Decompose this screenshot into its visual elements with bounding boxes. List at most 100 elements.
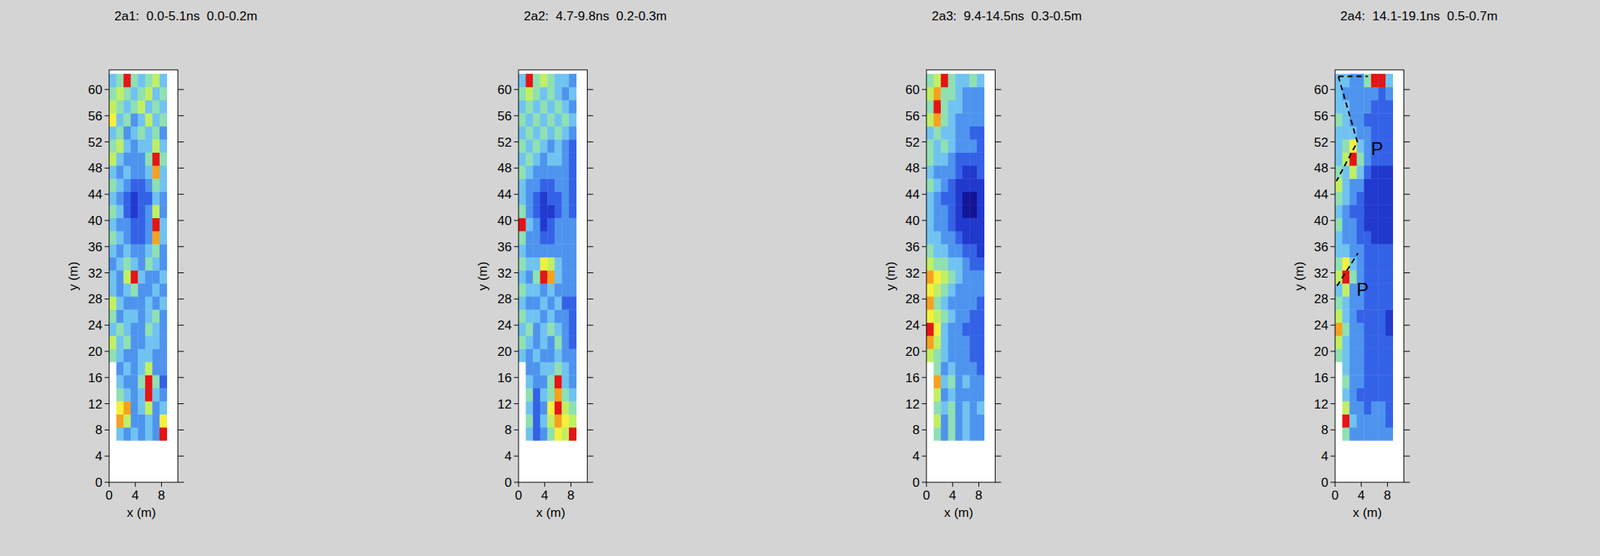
y-tick (921, 246, 927, 247)
y-tick (514, 482, 519, 484)
cell (1371, 414, 1379, 429)
cell (1385, 309, 1394, 323)
cell (116, 73, 125, 88)
cell (976, 126, 985, 140)
cell (532, 243, 541, 258)
cell (116, 283, 125, 298)
cell (137, 126, 146, 140)
cell (109, 112, 117, 127)
cell (1385, 73, 1394, 88)
cell (568, 361, 577, 376)
y-tick-label: 20 (1314, 344, 1329, 359)
cell (933, 126, 942, 140)
cell (554, 100, 563, 114)
cell (145, 335, 153, 350)
y-tick (177, 246, 184, 247)
cell (547, 231, 555, 245)
cell (526, 73, 534, 88)
cell (1356, 361, 1365, 376)
cell (1342, 361, 1351, 376)
cell (962, 427, 971, 442)
cell (547, 427, 555, 442)
cell (540, 73, 548, 88)
cell (547, 243, 555, 258)
cell (568, 218, 577, 232)
y-tick (1330, 456, 1336, 457)
cell (532, 191, 541, 206)
cell (116, 243, 125, 258)
cell (1342, 388, 1351, 402)
cell (109, 322, 117, 337)
cell (976, 73, 985, 88)
cell (130, 335, 139, 350)
y-tick (1403, 403, 1410, 405)
y-tick (994, 377, 1001, 378)
y-tick (1330, 115, 1336, 116)
cell (518, 139, 527, 153)
cell (540, 361, 548, 376)
y-tick (994, 325, 1001, 326)
cell (137, 191, 146, 206)
cell (976, 178, 985, 192)
cell (145, 178, 153, 192)
x-tick-label: 4 (1357, 488, 1365, 503)
cell (540, 296, 548, 311)
x-tick-label: 0 (922, 488, 930, 503)
cell (962, 388, 971, 402)
cell (940, 100, 949, 114)
cell (561, 231, 569, 245)
y-tick (1403, 194, 1410, 195)
cell (568, 270, 577, 284)
y-tick-label: 24 (497, 318, 512, 333)
cell (518, 204, 527, 219)
cell (1377, 204, 1386, 219)
cell (130, 427, 139, 442)
cell (1342, 139, 1351, 153)
cell (976, 243, 985, 258)
cell (969, 87, 977, 101)
cell (955, 361, 963, 376)
cell (1342, 165, 1351, 180)
cell (948, 191, 956, 206)
plot-area (109, 69, 178, 483)
cell (116, 296, 125, 311)
y-tick (1403, 167, 1410, 169)
cell (955, 112, 963, 127)
y-tick-label: 4 (504, 449, 512, 464)
cell (940, 243, 949, 258)
cell (1371, 349, 1379, 363)
cell (561, 283, 569, 298)
cell (1385, 283, 1394, 298)
cells (1335, 73, 1394, 442)
cell (561, 100, 569, 114)
cell (526, 178, 534, 192)
cell (159, 139, 168, 153)
cell (159, 126, 168, 140)
y-tick (1403, 298, 1410, 300)
frame (518, 69, 588, 483)
y-tick (587, 220, 594, 222)
cell (554, 322, 563, 337)
cell (948, 414, 956, 429)
cell (145, 218, 153, 232)
cell (532, 414, 541, 429)
cell (554, 361, 563, 376)
cell (554, 427, 563, 442)
cell (969, 335, 977, 350)
cell (568, 296, 577, 311)
cell (955, 427, 963, 442)
cell (1342, 191, 1351, 206)
cell (123, 73, 131, 88)
cell (116, 270, 125, 284)
cell (554, 191, 563, 206)
cells (518, 73, 577, 442)
cell (969, 231, 977, 245)
cell (130, 296, 139, 311)
cell (1377, 374, 1386, 389)
cell (561, 243, 569, 258)
cell (962, 218, 971, 232)
cell (518, 191, 527, 206)
cell (1363, 112, 1372, 127)
cell (1342, 309, 1351, 323)
cell (1356, 374, 1365, 389)
